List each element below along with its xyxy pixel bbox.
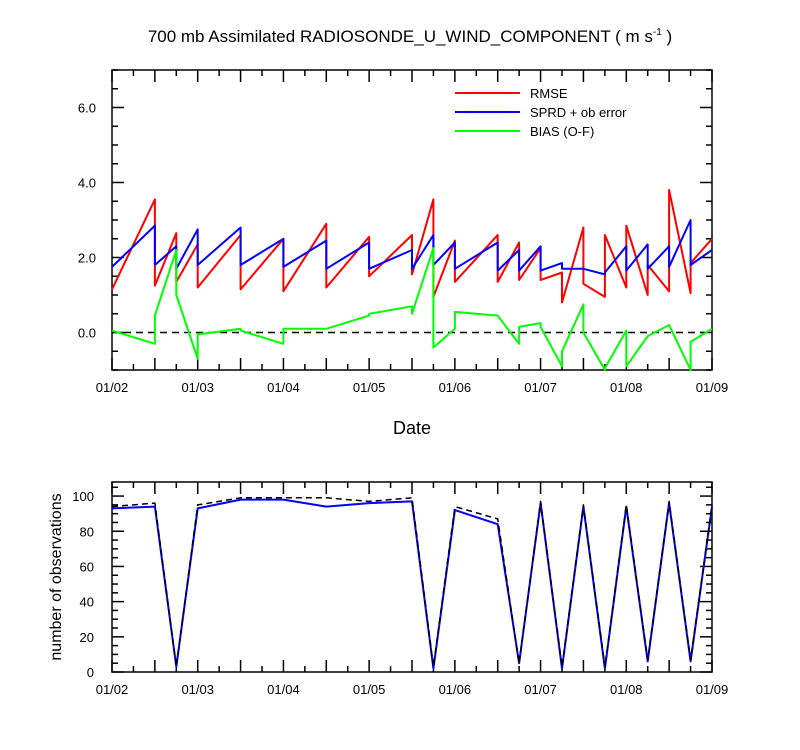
x-tick-label: 01/06 [439,380,472,395]
x-axis-label: Date [393,418,431,438]
y-tick-label: 4.0 [78,176,96,191]
x-tick-label: 01/03 [181,380,214,395]
legend-label: RMSE [530,86,568,101]
x-tick-label: 01/07 [524,682,557,697]
y-tick-label: 20 [80,630,94,645]
series-line-1 [111,498,713,670]
bottom-plot-frame [111,481,713,673]
x-tick-label: 01/04 [267,682,300,697]
bottom-chart-panel: 01/02 01/03 01/04 01/05 01/06 01/07 01/08 01/09… [48,481,728,697]
series-line-1 [111,219,713,276]
legend-label: BIAS (O-F) [530,124,594,139]
top-series-group [111,189,713,371]
x-tick-label: 01/09 [696,682,729,697]
bottom-axis-ticks [111,482,713,673]
y-tick-label: 100 [72,489,94,504]
y-tick-label: 60 [80,559,94,574]
x-tick-label: 01/05 [353,682,386,697]
x-tick-label: 01/02 [96,682,129,697]
series-line-0 [111,189,713,304]
bottom-series-group [111,497,713,670]
chart-title: 700 mb Assimilated RADIOSONDE_U_WIND_COM… [148,27,672,46]
top-tick-labels: 01/02 01/03 01/04 01/05 01/06 01/07 01/08 01/09… [78,101,728,396]
y-axis-label-observations: number of observations [48,493,65,660]
top-chart-panel: 01/02 01/03 01/04 01/05 01/06 01/07 01/08 01/09… [78,69,728,438]
x-tick-label: 01/08 [610,682,643,697]
legend-label: SPRD + ob error [530,105,627,120]
y-tick-label: 2.0 [78,251,96,266]
x-tick-label: 01/05 [353,380,386,395]
x-tick-label: 01/08 [610,380,643,395]
x-tick-label: 01/09 [696,380,729,395]
x-tick-label: 01/07 [524,380,557,395]
y-tick-label: 80 [80,524,94,539]
x-tick-label: 01/03 [181,682,214,697]
series-line-0 [111,497,713,668]
y-tick-label: 40 [80,595,94,610]
x-tick-label: 01/02 [96,380,129,395]
series-line-2 [111,247,713,371]
x-tick-label: 01/04 [267,380,300,395]
y-tick-label: 6.0 [78,101,96,116]
bottom-tick-labels: 01/02 01/03 01/04 01/05 01/06 01/07 01/08 01/09… [72,489,728,697]
x-tick-label: 01/06 [439,682,472,697]
legend: RMSE SPRD + ob error BIAS (O-F) [455,86,627,139]
y-tick-label: 0 [87,665,94,680]
y-tick-label: 0.0 [78,326,96,341]
